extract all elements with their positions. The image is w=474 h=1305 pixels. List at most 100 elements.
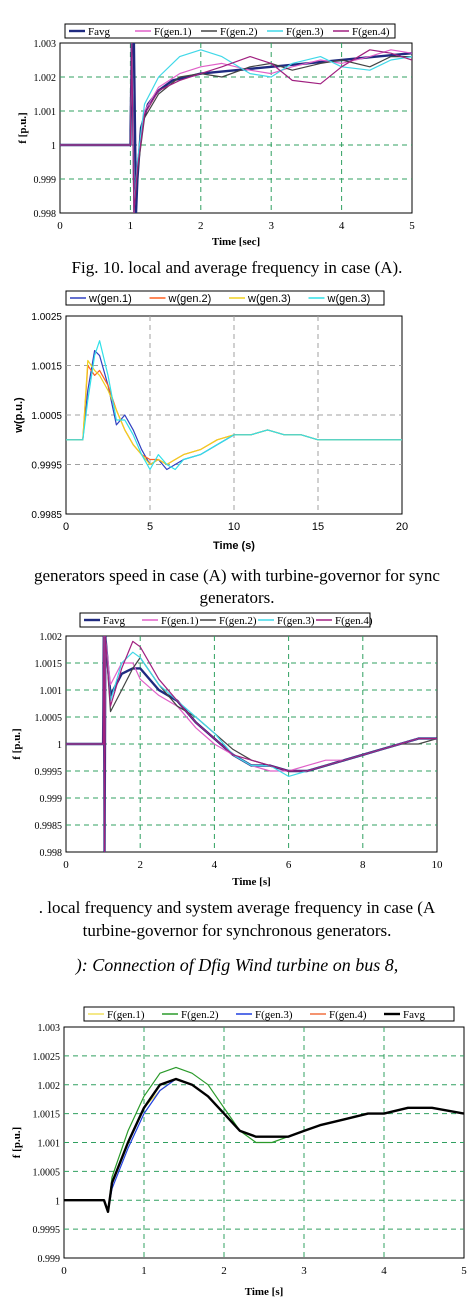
x-axis-label: Time [s] — [245, 1286, 284, 1298]
y-axis-label: w(p.u.) — [13, 397, 25, 434]
series-line-5 — [60, 43, 412, 213]
legend-label: Favg — [88, 26, 111, 38]
y-tick-label: 0.9985 — [31, 510, 62, 521]
series-group — [60, 43, 412, 213]
legend: Favg F(gen.1) F(gen.2) F(gen.3) F(gen.4) — [64, 23, 396, 39]
y-axis-label: f [p.u.] — [17, 112, 29, 143]
x-axis-label: Time (s) — [213, 540, 255, 552]
x-tick-label: 4 — [212, 859, 218, 871]
x-tick-label: 0 — [61, 1265, 67, 1277]
x-axis-label: Time [sec] — [212, 236, 260, 248]
y-tick-label: 1.001 — [38, 1139, 61, 1150]
x-tick-label: 20 — [396, 521, 408, 533]
chart-2: 0 5 10 15 200.99850.99951.00051.00151.0025w(… — [13, 290, 408, 552]
x-tick-label: 15 — [312, 521, 324, 533]
legend-label: F(gen.3) — [277, 615, 315, 627]
legend-label: w(gen.3) — [247, 293, 291, 305]
legend-box — [65, 290, 385, 306]
chart-4: 0 1 2 3 4 5 0.999 0.9995 1 1.0005 1.001 1.0015 1.002… — [11, 1006, 467, 1298]
legend-label: w(gen.1) — [88, 293, 132, 305]
x-tick-label: 5 — [147, 521, 153, 533]
x-tick-label: 3 — [268, 220, 274, 232]
caption-fig12-line2: turbine-governor for synchronous generat… — [82, 921, 392, 940]
series-group — [64, 1066, 464, 1213]
legend-label: F(gen.1) — [161, 615, 199, 627]
y-tick-label: 1.0015 — [35, 659, 63, 670]
legend-box — [83, 1006, 455, 1022]
legend-label: F(gen.3) — [255, 1009, 293, 1021]
legend-label: F(gen.1) — [107, 1009, 145, 1021]
y-axis-label: f [p.u.] — [11, 1127, 23, 1158]
legend-label: F(gen.4) — [352, 26, 390, 38]
x-tick-label: 2 — [198, 220, 204, 232]
series-line-1 — [60, 43, 412, 213]
x-tick-label: 4 — [339, 220, 345, 232]
y-tick-label: 0.999 — [40, 794, 63, 805]
legend-label: F(gen.2) — [220, 26, 258, 38]
y-axis-label: f [p.u.] — [11, 728, 23, 759]
y-tick-label: 0.998 — [34, 209, 57, 220]
legend-label: F(gen.1) — [154, 26, 192, 38]
series-line-5 — [66, 636, 437, 852]
legend-label: F(gen.4) — [335, 615, 373, 627]
y-tick-label: 1.0015 — [33, 1110, 61, 1121]
x-tick-label: 5 — [409, 220, 415, 232]
y-tick-label: 0.9995 — [31, 461, 62, 472]
y-tick-label: 1.003 — [34, 39, 57, 50]
legend-box — [64, 23, 396, 39]
y-tick-label: 1.003 — [38, 1023, 61, 1034]
legend-label: w(gen.2) — [168, 293, 212, 305]
legend: w(gen.1) w(gen.2) w(gen.3) w(gen.3) — [65, 290, 385, 306]
legend-label: F(gen.4) — [329, 1009, 367, 1021]
y-tick-label: 0.9995 — [35, 767, 63, 778]
legend-box — [79, 612, 371, 628]
caption-fig11-line2: generators. — [199, 588, 275, 607]
legend-label: F(gen.3) — [286, 26, 324, 38]
y-tick-label: 0.998 — [40, 848, 63, 859]
legend-label: Favg — [403, 1009, 426, 1021]
y-tick-label: 1.0025 — [33, 1052, 61, 1063]
y-tick-label: 1.002 — [38, 1081, 61, 1092]
x-tick-label: 10 — [432, 859, 444, 871]
series-group — [66, 636, 437, 852]
x-tick-label: 0 — [57, 220, 63, 232]
section-heading: ): Connection of Dfig Wind turbine on bu… — [75, 955, 399, 975]
series-line-4 — [66, 340, 402, 471]
series-line-5 — [64, 1077, 464, 1213]
y-tick-label: 0.999 — [34, 175, 57, 186]
legend: Favg F(gen.1) F(gen.2) F(gen.3) F(gen.4) — [79, 612, 373, 628]
y-tick-label: 1.0005 — [35, 713, 63, 724]
caption-fig12-line1: . local frequency and system average fre… — [38, 898, 436, 917]
x-tick-label: 0 — [63, 521, 69, 533]
y-tick-label: 0.9985 — [35, 821, 63, 832]
y-tick-label: 1.002 — [40, 632, 63, 643]
y-tick-label: 1.001 — [34, 107, 57, 118]
x-axis-label: Time [s] — [232, 876, 271, 888]
caption-fig11-line1: generators speed in case (A) with turbin… — [34, 566, 440, 585]
y-tick-label: 1.0005 — [31, 411, 62, 422]
y-tick-label: 1 — [51, 141, 56, 152]
x-tick-label: 0 — [63, 859, 69, 871]
x-tick-label: 1 — [128, 220, 134, 232]
series-group — [66, 340, 402, 471]
legend-label: F(gen.2) — [219, 615, 257, 627]
chart-3: 0 2 4 6 8 10 0.998 0.9985 0.999 0.9995 1 1.0005 1.00… — [11, 612, 444, 888]
legend-label: Favg — [103, 615, 126, 627]
x-tick-label: 3 — [301, 1265, 307, 1277]
y-tick-label: 1 — [55, 1196, 60, 1207]
y-tick-label: 0.9995 — [33, 1225, 61, 1236]
y-tick-label: 1.0015 — [31, 362, 62, 373]
y-tick-label: 1.001 — [40, 686, 63, 697]
x-tick-label: 2 — [137, 859, 143, 871]
y-tick-label: 1.0005 — [33, 1167, 61, 1178]
legend-label: w(gen.3) — [327, 293, 371, 305]
x-tick-label: 6 — [286, 859, 292, 871]
x-tick-label: 8 — [360, 859, 366, 871]
legend: F(gen.1) F(gen.2) F(gen.3) F(gen.4) Favg — [83, 1006, 455, 1022]
y-tick-label: 1 — [57, 740, 62, 751]
x-tick-label: 1 — [141, 1265, 147, 1277]
y-tick-label: 1.002 — [34, 73, 57, 84]
x-tick-label: 10 — [228, 521, 240, 533]
x-tick-label: 2 — [221, 1265, 227, 1277]
